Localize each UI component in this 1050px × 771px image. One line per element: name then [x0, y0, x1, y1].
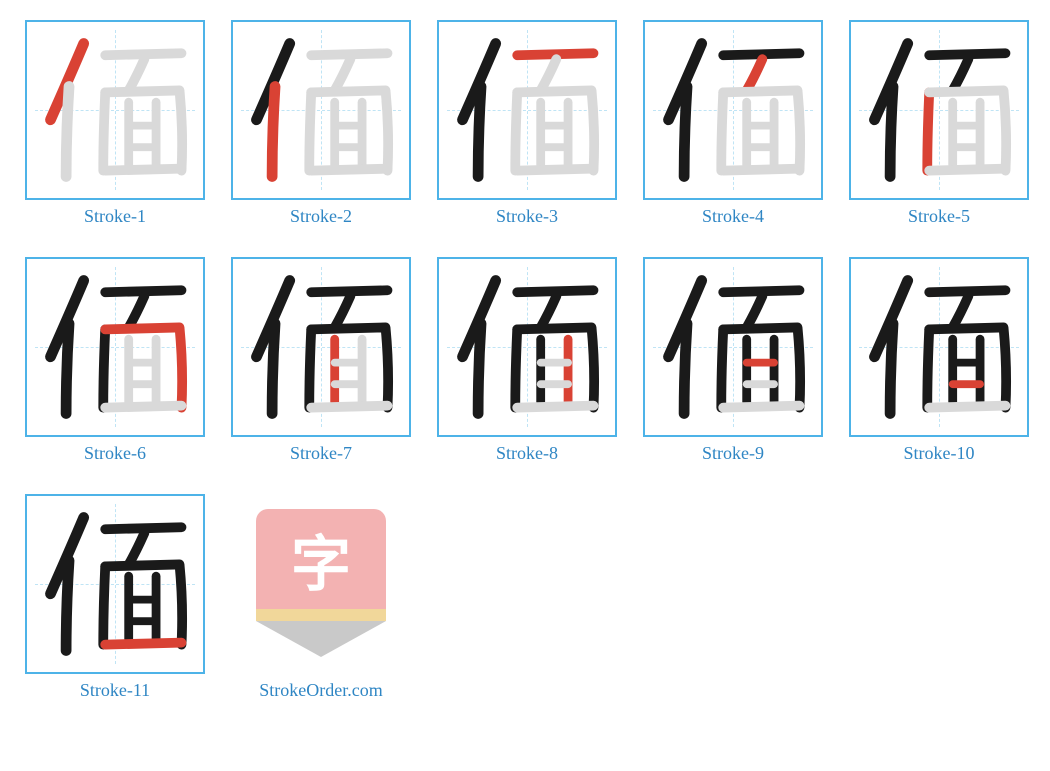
stroke-cell: Stroke-2	[226, 20, 416, 227]
stroke-tile	[231, 20, 411, 200]
stroke-label: Stroke-2	[290, 206, 352, 227]
stroke-cell: Stroke-11	[20, 494, 210, 701]
stroke-label: Stroke-8	[496, 443, 558, 464]
stroke-label: Stroke-5	[908, 206, 970, 227]
stroke-order-grid: Stroke-1 Stroke-2 Stroke-3 Stroke-4 Stroke-5…	[20, 20, 1050, 701]
stroke-cell: Stroke-5	[844, 20, 1034, 227]
stroke-tile	[231, 257, 411, 437]
stroke-cell: Stroke-9	[638, 257, 828, 464]
stroke-tile	[643, 20, 823, 200]
stroke-tile	[25, 494, 205, 674]
stroke-tile	[25, 20, 205, 200]
stroke-tile	[849, 257, 1029, 437]
stroke-cell: Stroke-4	[638, 20, 828, 227]
stroke-label: Stroke-11	[80, 680, 150, 701]
stroke-tile	[643, 257, 823, 437]
stroke-tile	[25, 257, 205, 437]
stroke-tile	[437, 20, 617, 200]
stroke-tile	[437, 257, 617, 437]
logo-character: 字	[291, 516, 351, 603]
logo-cell: 字 StrokeOrder.com	[226, 494, 416, 701]
stroke-label: Stroke-6	[84, 443, 146, 464]
site-link[interactable]: StrokeOrder.com	[259, 680, 382, 701]
stroke-cell: Stroke-7	[226, 257, 416, 464]
stroke-label: Stroke-4	[702, 206, 764, 227]
stroke-label: Stroke-1	[84, 206, 146, 227]
stroke-label: Stroke-9	[702, 443, 764, 464]
stroke-cell: Stroke-6	[20, 257, 210, 464]
strokeorder-logo: 字	[231, 494, 411, 674]
stroke-tile	[849, 20, 1029, 200]
stroke-label: Stroke-10	[904, 443, 975, 464]
stroke-cell: Stroke-3	[432, 20, 622, 227]
stroke-cell: Stroke-8	[432, 257, 622, 464]
stroke-label: Stroke-3	[496, 206, 558, 227]
stroke-label: Stroke-7	[290, 443, 352, 464]
stroke-cell: Stroke-10	[844, 257, 1034, 464]
stroke-cell: Stroke-1	[20, 20, 210, 227]
